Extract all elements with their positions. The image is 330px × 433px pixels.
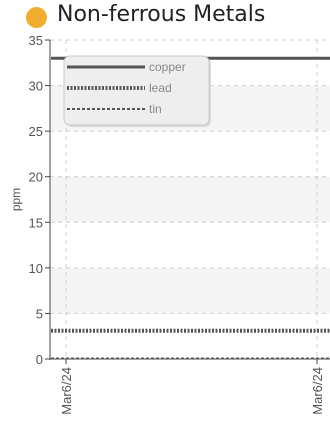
legend-box <box>63 55 210 126</box>
legend-label-copper: copper <box>149 60 186 74</box>
legend-label-tin: tin <box>149 102 162 116</box>
y-tick-label: 10 <box>29 261 43 276</box>
chart-legend[interactable]: copper lead tin <box>63 55 211 127</box>
chart-header: Non-ferrous Metals <box>0 0 330 32</box>
x-ticks: Mar6/24 Mar6/24 <box>59 359 325 415</box>
plot-band <box>50 267 330 314</box>
y-tick-label: 35 <box>29 33 43 48</box>
y-tick-label: 20 <box>29 170 43 185</box>
y-ticks: 0 5 10 15 20 25 30 35 <box>29 33 50 367</box>
status-dot-icon <box>26 7 47 28</box>
y-tick-label: 5 <box>36 306 43 321</box>
legend-label-lead: lead <box>149 81 172 95</box>
x-tick-label: Mar6/24 <box>59 367 74 415</box>
y-tick-label: 25 <box>29 124 43 139</box>
plot-band <box>50 176 330 223</box>
y-axis-label: ppm <box>9 188 23 211</box>
y-tick-label: 0 <box>36 352 43 367</box>
y-tick-label: 30 <box>29 79 43 94</box>
chart-title: Non-ferrous Metals <box>57 2 266 27</box>
x-tick-label: Mar6/24 <box>310 367 325 415</box>
y-tick-label: 15 <box>29 215 43 230</box>
